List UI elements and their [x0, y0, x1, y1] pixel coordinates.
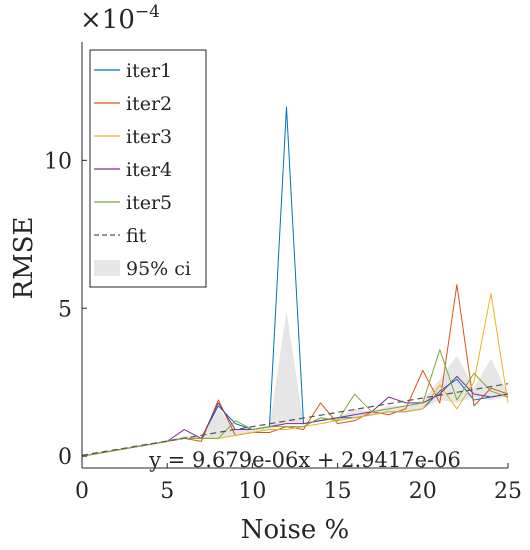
ci-band-layer — [82, 311, 508, 457]
y-exponent-power: −4 — [135, 2, 160, 22]
y-tick-label: 5 — [58, 297, 72, 322]
fit-layer — [81, 383, 509, 456]
y-exponent-label: ×10−4 — [80, 2, 160, 35]
y-exponent-base: ×10 — [80, 5, 135, 35]
fit-line — [81, 383, 509, 456]
x-tick-label: 5 — [160, 479, 174, 504]
y-tick-label: 0 — [58, 445, 72, 470]
x-tick-label: 20 — [409, 479, 437, 504]
ci-band — [82, 311, 508, 457]
legend-swatch-ci — [94, 260, 120, 276]
x-axis-label: Noise % — [241, 515, 349, 545]
legend-label: iter1 — [126, 60, 172, 82]
legend: iter1 iter2 iter3 iter4 iter5 fit 95% ci — [89, 49, 207, 288]
axes — [81, 42, 508, 469]
ticks: 0 5 10 15 20 25 0 5 10 — [44, 149, 522, 504]
y-axis-label: RMSE — [9, 217, 39, 300]
x-tick-label: 0 — [75, 479, 89, 504]
legend-label: iter2 — [126, 93, 172, 115]
legend-label: fit — [126, 225, 147, 247]
x-tick-label: 25 — [494, 479, 522, 504]
fit-equation-annotation: y = 9.679e-06x + 2.9417e-06 — [148, 448, 461, 472]
legend-label: iter5 — [126, 192, 172, 214]
legend-label: 95% ci — [126, 258, 191, 280]
legend-label: iter3 — [126, 126, 172, 148]
y-tick-label: 10 — [44, 149, 72, 174]
x-tick-label: 10 — [238, 479, 266, 504]
x-tick-label: 15 — [324, 479, 352, 504]
legend-label: iter4 — [126, 159, 172, 181]
